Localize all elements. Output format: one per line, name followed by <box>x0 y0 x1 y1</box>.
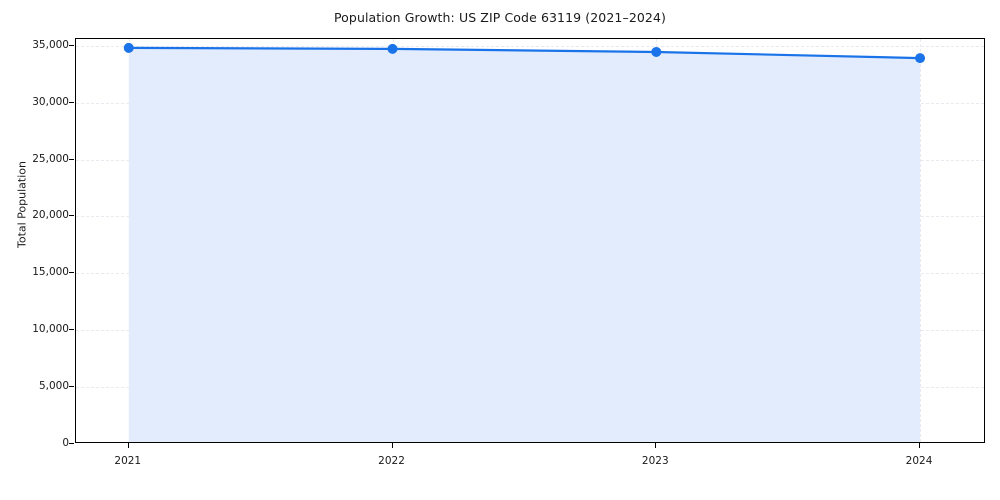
x-tick-label: 2022 <box>378 455 405 467</box>
y-tick-mark <box>69 443 74 444</box>
x-axis-tick-labels: 2021 2022 2023 2024 <box>75 443 985 483</box>
chart-title: Population Growth: US ZIP Code 63119 (20… <box>333 10 667 25</box>
y-tick-mark <box>69 386 74 388</box>
y-axis-tick-labels: 0 5,000 10,000 15,000 20,000 25,000 30,000 35,0… <box>0 38 69 449</box>
line-path <box>127 46 922 60</box>
x-tick-label: 2023 <box>641 455 669 467</box>
x-tick-label: 2024 <box>905 455 933 467</box>
x-tick-label: 2021 <box>114 455 142 467</box>
y-tick-mark <box>69 272 74 274</box>
y-tick-mark <box>69 44 74 46</box>
y-tick-label: 25,000 <box>32 152 69 165</box>
data-point-marker <box>651 46 662 57</box>
y-tick-mark <box>69 101 74 103</box>
data-point-markers <box>123 42 926 64</box>
data-point-marker <box>915 53 926 64</box>
y-tick-label: 30,000 <box>32 95 69 108</box>
y-tick-label: 0 <box>62 437 69 449</box>
x-tick-mark <box>127 443 129 448</box>
y-tick-label: 10,000 <box>32 323 69 336</box>
y-tick-label: 35,000 <box>32 38 69 51</box>
x-tick-mark <box>655 443 657 448</box>
plot-area <box>75 38 985 443</box>
gridline-horizontal <box>76 45 984 47</box>
y-tick-mark <box>69 158 74 160</box>
x-tick-mark <box>919 443 921 448</box>
data-point-marker <box>387 43 398 54</box>
y-axis-tick-marks <box>69 38 75 444</box>
y-tick-mark <box>69 329 74 331</box>
gridline-vertical <box>920 39 922 442</box>
y-tick-label: 15,000 <box>32 266 69 279</box>
population-area-series <box>123 42 926 442</box>
y-tick-mark <box>69 215 74 217</box>
data-point-marker <box>123 42 134 53</box>
y-tick-label: 5,000 <box>38 380 69 393</box>
y-tick-label: 20,000 <box>32 209 69 222</box>
area-fill <box>128 47 921 442</box>
x-tick-mark <box>391 443 393 448</box>
